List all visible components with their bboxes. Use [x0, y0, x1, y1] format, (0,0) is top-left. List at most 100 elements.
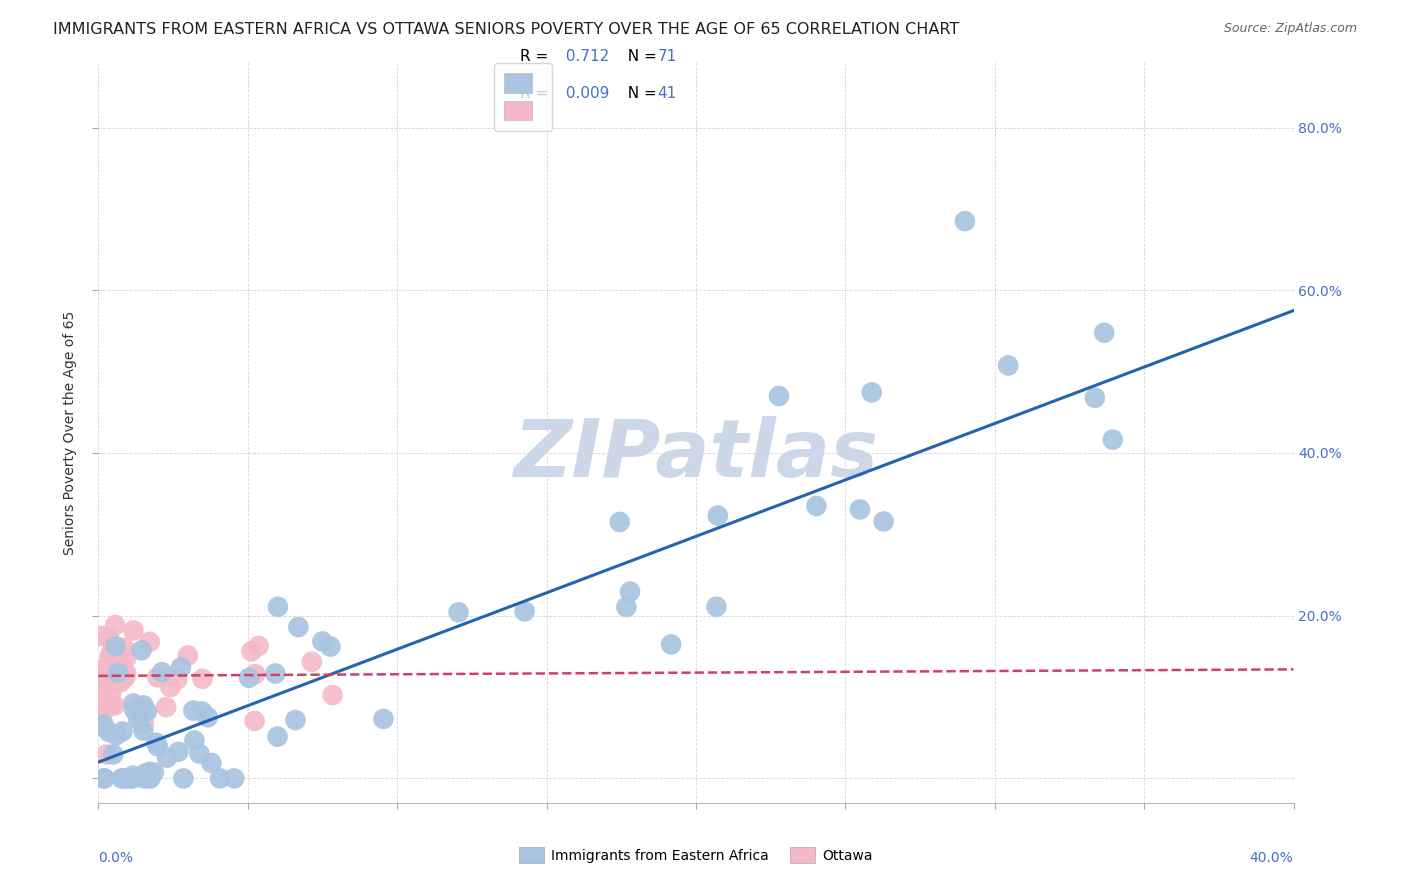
- Point: [146, 739, 169, 754]
- Point: [240, 644, 263, 658]
- Point: [138, 772, 160, 786]
- Point: [150, 665, 173, 680]
- Point: [145, 736, 167, 750]
- Point: [97, 631, 120, 645]
- Point: [849, 502, 872, 516]
- Point: [209, 772, 232, 786]
- Text: 0.009: 0.009: [561, 86, 609, 101]
- Point: [284, 713, 307, 727]
- Point: [953, 214, 976, 228]
- Point: [107, 665, 129, 680]
- Point: [132, 698, 155, 713]
- Point: [322, 688, 344, 702]
- Point: [997, 359, 1019, 373]
- Point: [319, 640, 342, 654]
- Point: [91, 678, 114, 692]
- Point: [609, 515, 631, 529]
- Point: [98, 650, 121, 665]
- Point: [264, 666, 287, 681]
- Point: [104, 698, 127, 713]
- Point: [111, 724, 134, 739]
- Text: ZIPatlas: ZIPatlas: [513, 416, 879, 494]
- Point: [131, 643, 153, 657]
- Point: [93, 772, 115, 786]
- Point: [177, 648, 200, 663]
- Point: [122, 697, 145, 711]
- Point: [311, 634, 333, 648]
- Text: N =: N =: [619, 49, 662, 64]
- Text: 41: 41: [658, 86, 676, 101]
- Point: [122, 703, 145, 717]
- Point: [266, 730, 288, 744]
- Point: [513, 604, 536, 618]
- Point: [110, 675, 132, 690]
- Point: [90, 629, 112, 643]
- Text: 71: 71: [658, 49, 676, 64]
- Point: [115, 772, 138, 786]
- Point: [197, 710, 219, 724]
- Point: [134, 772, 156, 786]
- Legend: Immigrants from Eastern Africa, Ottawa: Immigrants from Eastern Africa, Ottawa: [513, 840, 879, 870]
- Point: [167, 745, 190, 759]
- Point: [447, 605, 470, 619]
- Text: Source: ZipAtlas.com: Source: ZipAtlas.com: [1223, 22, 1357, 36]
- Point: [135, 705, 157, 719]
- Point: [104, 618, 127, 632]
- Text: 0.0%: 0.0%: [98, 851, 134, 865]
- Point: [707, 508, 730, 523]
- Point: [170, 660, 193, 674]
- Point: [93, 704, 115, 718]
- Point: [1084, 391, 1107, 405]
- Point: [120, 772, 142, 786]
- Point: [112, 772, 135, 786]
- Point: [96, 675, 118, 690]
- Text: R =: R =: [520, 86, 554, 101]
- Point: [115, 666, 138, 681]
- Point: [238, 671, 260, 685]
- Point: [103, 677, 125, 691]
- Point: [100, 698, 122, 713]
- Point: [112, 640, 135, 655]
- Point: [191, 705, 214, 719]
- Point: [159, 680, 181, 694]
- Point: [172, 772, 194, 786]
- Point: [619, 584, 641, 599]
- Point: [104, 639, 127, 653]
- Point: [860, 385, 883, 400]
- Point: [156, 750, 179, 764]
- Text: 0.712: 0.712: [561, 49, 609, 64]
- Point: [146, 670, 169, 684]
- Point: [132, 716, 155, 731]
- Point: [872, 515, 894, 529]
- Point: [188, 747, 211, 761]
- Point: [373, 712, 395, 726]
- Point: [91, 699, 114, 714]
- Text: IMMIGRANTS FROM EASTERN AFRICA VS OTTAWA SENIORS POVERTY OVER THE AGE OF 65 CORR: IMMIGRANTS FROM EASTERN AFRICA VS OTTAWA…: [53, 22, 960, 37]
- Point: [115, 651, 138, 665]
- Point: [142, 765, 165, 780]
- Point: [243, 714, 266, 728]
- Point: [1092, 326, 1115, 340]
- Point: [768, 389, 790, 403]
- Point: [181, 704, 204, 718]
- Point: [103, 747, 125, 762]
- Point: [100, 646, 122, 660]
- Point: [121, 772, 143, 786]
- Point: [301, 655, 323, 669]
- Point: [616, 600, 638, 615]
- Point: [94, 661, 117, 675]
- Point: [100, 685, 122, 699]
- Point: [96, 747, 118, 762]
- Point: [105, 728, 128, 742]
- Point: [110, 658, 132, 673]
- Point: [127, 713, 149, 727]
- Point: [191, 672, 214, 686]
- Point: [287, 620, 309, 634]
- Point: [267, 599, 290, 614]
- Point: [93, 772, 115, 786]
- Point: [93, 717, 115, 731]
- Text: N =: N =: [619, 86, 662, 101]
- Point: [139, 772, 162, 786]
- Point: [659, 637, 682, 651]
- Point: [183, 733, 205, 747]
